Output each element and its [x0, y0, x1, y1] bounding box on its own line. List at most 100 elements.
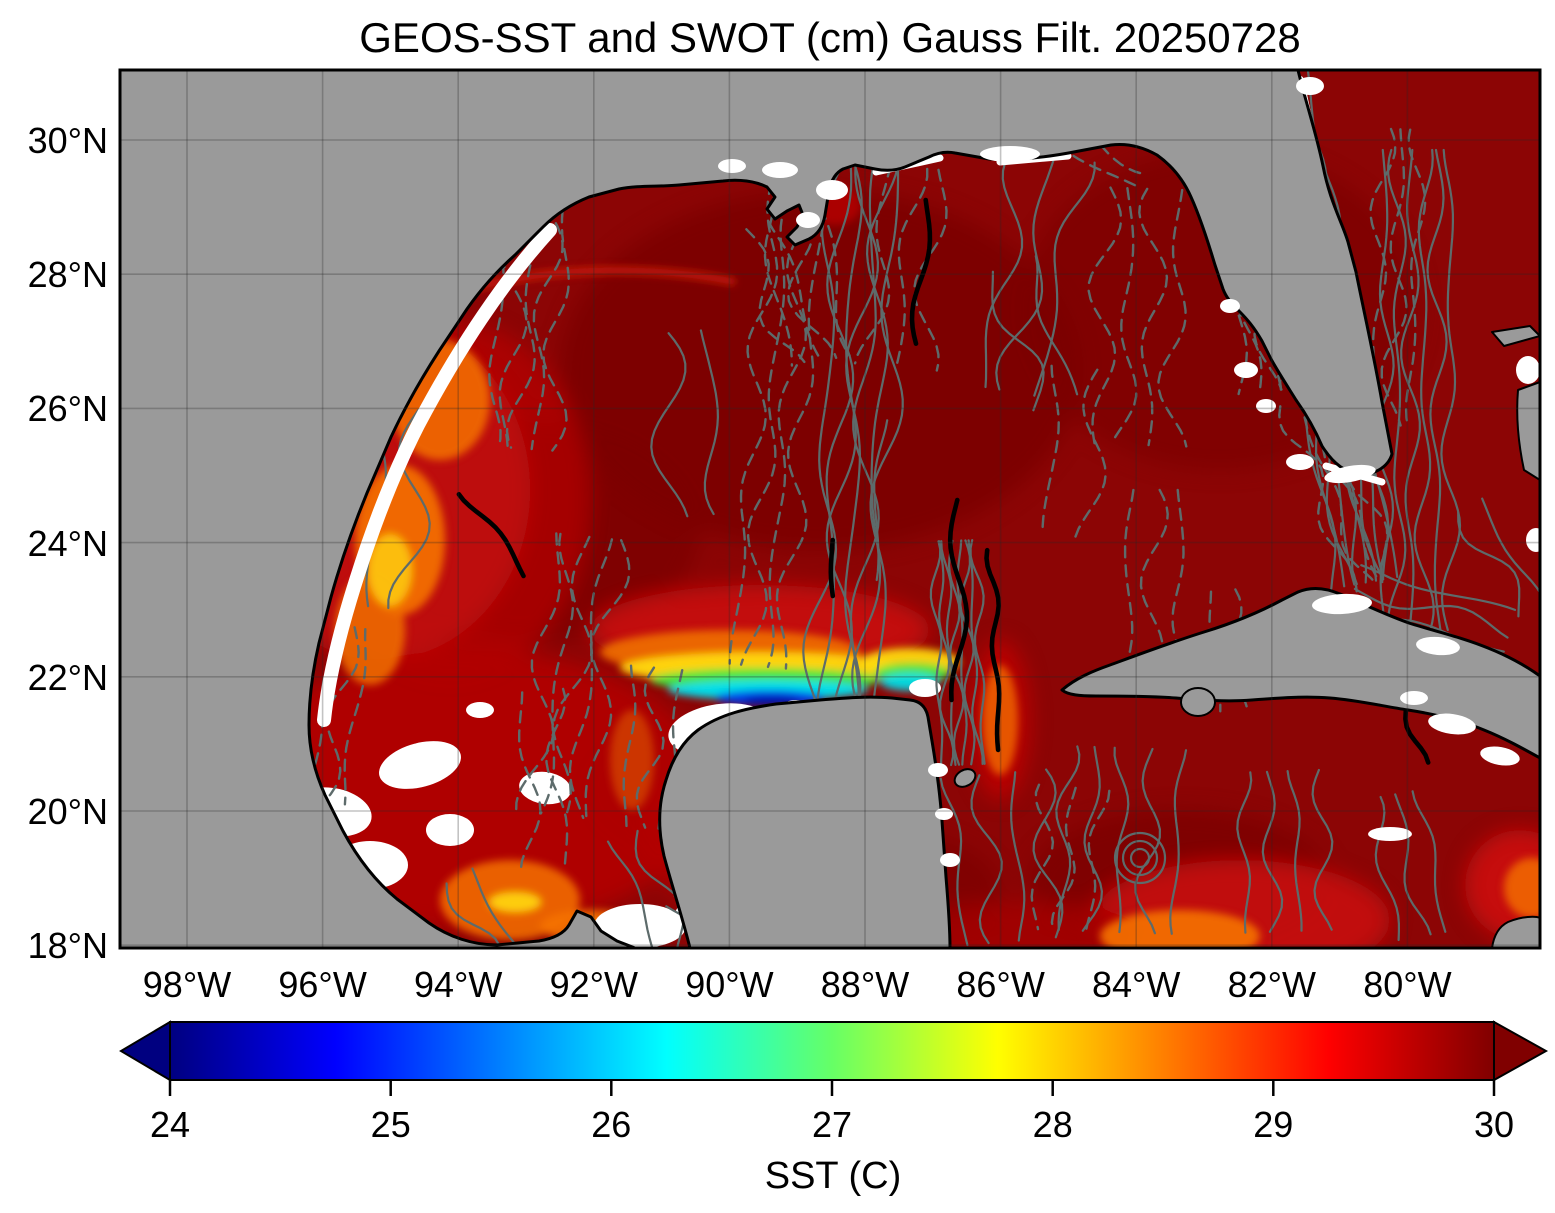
contour-line [1169, 749, 1188, 935]
contour-line [498, 150, 536, 449]
contour-line [634, 829, 686, 948]
x-tick-label: 84°W [1092, 964, 1180, 1005]
contour-line [1374, 795, 1400, 942]
x-tick-label: 86°W [956, 964, 1044, 1005]
contour-line-highlight [947, 497, 970, 703]
contour-line [1081, 745, 1104, 932]
contour-line-highlight [1403, 708, 1431, 765]
colorbar-tick-label: 26 [591, 1104, 631, 1145]
y-tick-label: 26°N [28, 388, 108, 429]
colorbar-gradient [169, 1021, 1495, 1081]
x-tick-label: 82°W [1228, 964, 1316, 1005]
contour-line [1404, 128, 1427, 427]
contour-line-highlight [909, 197, 933, 346]
contour-line [873, 419, 889, 582]
contour-line [1009, 771, 1026, 942]
contour-line [530, 152, 564, 451]
contour-line [1360, 564, 1517, 611]
contour-line [739, 146, 806, 666]
x-tick-label: 96°W [278, 964, 366, 1005]
contour-line [343, 628, 367, 806]
contour-line [849, 93, 892, 704]
contour-line [775, 148, 826, 670]
contour-line [1236, 771, 1253, 934]
contour-line [984, 147, 1024, 389]
contour-line [895, 167, 929, 369]
contour-line [1157, 188, 1188, 448]
contour-line [1411, 790, 1447, 933]
contour-line [969, 539, 986, 765]
land-bahama-bank-2 [1516, 381, 1540, 481]
colorbar-tick-label: 24 [150, 1104, 190, 1145]
contour-line [991, 270, 1045, 412]
map-plot [118, 68, 1542, 950]
x-tick-label: 80°W [1363, 964, 1451, 1005]
land-bahama-bank-1 [1491, 325, 1540, 347]
contour-line [913, 168, 948, 372]
contour-line [584, 539, 631, 820]
contour-line [1087, 186, 1123, 445]
contour-line [515, 532, 562, 812]
x-axis: 98°W 96°W 94°W 92°W 90°W 88°W 86°W 84°W … [143, 964, 1452, 1005]
contour-line [1299, 397, 1378, 586]
contour-line [1286, 770, 1303, 932]
y-tick-label: 22°N [28, 657, 108, 698]
contour-line [445, 882, 502, 948]
map-content [120, 70, 1540, 948]
contour-line [1311, 768, 1334, 931]
land-north-america [120, 70, 1394, 948]
colorbar-ticks [168, 1080, 1496, 1096]
y-tick-label: 28°N [28, 254, 108, 295]
x-tick-label: 88°W [821, 964, 909, 1005]
contour-line [1380, 128, 1408, 427]
x-tick-label: 92°W [550, 964, 638, 1005]
contour-line [1138, 187, 1169, 447]
contour-line [1261, 770, 1284, 933]
colorbar-over-arrow [1493, 1020, 1549, 1082]
contour-line [1481, 497, 1540, 595]
contour-line [1110, 187, 1138, 445]
contour-line [1050, 786, 1077, 932]
contour-line [940, 540, 957, 766]
contour-line [816, 92, 855, 702]
colorbar: 24 25 26 27 28 29 30 SST (C) [119, 1020, 1549, 1197]
contour-line [1171, 488, 1189, 668]
contour-line [853, 164, 892, 365]
colorbar-tick-label: 29 [1253, 1104, 1293, 1145]
contour-line [767, 220, 821, 359]
y-tick-label: 30°N [28, 120, 108, 161]
contour-line [1123, 488, 1135, 668]
contour-line [959, 539, 976, 766]
contour-line [471, 867, 520, 948]
map-frame [118, 68, 1542, 950]
contour-line [1426, 148, 1448, 632]
land-layer [120, 70, 1540, 948]
contour-line [728, 144, 781, 665]
y-tick-label: 18°N [28, 925, 108, 966]
contour-line [1139, 488, 1169, 668]
contour-line [650, 332, 689, 518]
contour-line-highlight [984, 547, 1002, 753]
contour-line-highlight [828, 537, 836, 599]
y-tick-label: 20°N [28, 791, 108, 832]
contour-line [786, 193, 838, 359]
contour-line [766, 147, 817, 669]
contour-line [1373, 148, 1395, 632]
contour-line [1030, 783, 1055, 931]
colorbar-under-arrow [119, 1020, 171, 1082]
colorbar-tick-label: 27 [812, 1104, 852, 1145]
contour-line [1113, 746, 1130, 934]
contour-line [518, 691, 542, 871]
contour-line [1387, 148, 1407, 632]
land-yucatan [658, 695, 952, 948]
contour-line [763, 197, 794, 367]
contour-spiral [1113, 831, 1167, 885]
contour-line [1034, 255, 1079, 396]
colorbar-label: SST (C) [765, 1155, 902, 1197]
contour-line [1440, 148, 1462, 632]
figure-title: GEOS-SST and SWOT (cm) Gauss Filt. 20250… [359, 14, 1300, 61]
contour-line [1041, 364, 1060, 535]
contour-line [995, 154, 1056, 391]
